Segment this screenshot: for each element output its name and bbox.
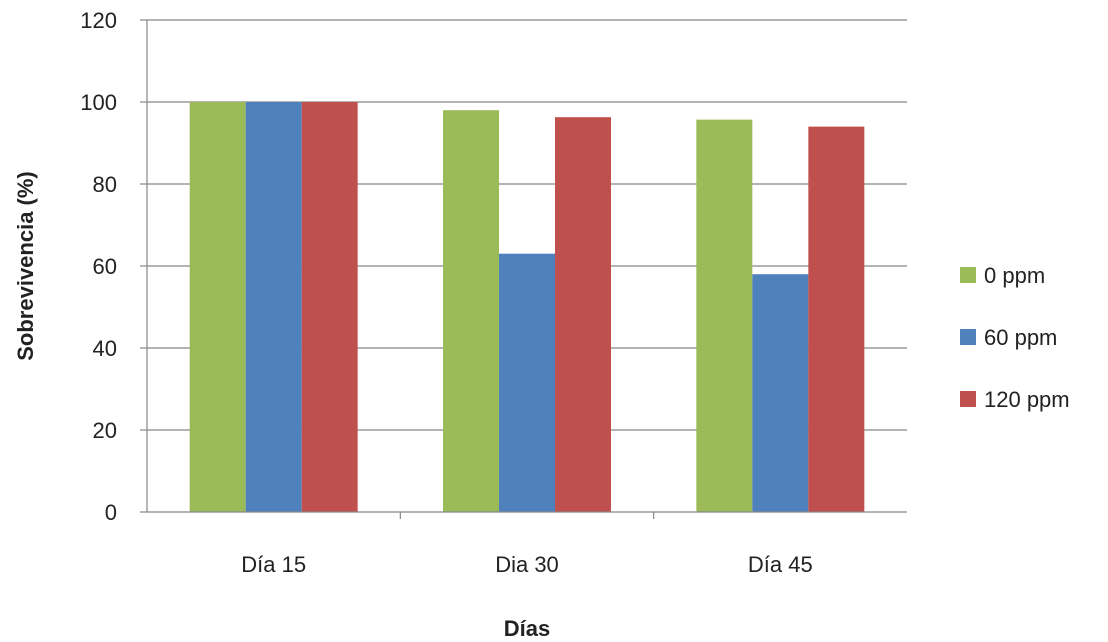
y-tick-label: 20 xyxy=(93,418,117,443)
bar-60-ppm-2 xyxy=(499,253,555,512)
legend-label: 0 ppm xyxy=(984,263,1045,288)
x-tick-label: Día 45 xyxy=(748,552,813,577)
legend-label: 120 ppm xyxy=(984,387,1070,412)
bar-120-ppm-3 xyxy=(808,126,865,512)
bar-60-ppm-3 xyxy=(752,274,809,512)
legend: 0 ppm 60 ppm 120 ppm xyxy=(960,263,1070,412)
bar-0-ppm-3 xyxy=(696,119,753,512)
bar-60-ppm-1 xyxy=(245,102,302,512)
bar-0-ppm-2 xyxy=(443,110,499,512)
x-axis-title: Días xyxy=(504,616,550,641)
x-tick-label: Día 15 xyxy=(241,552,306,577)
legend-swatch xyxy=(960,391,976,407)
x-tick-label: Dia 30 xyxy=(495,552,559,577)
bar-120-ppm-1 xyxy=(301,102,358,512)
y-tick-label: 100 xyxy=(80,90,117,115)
bar-120-ppm-2 xyxy=(555,117,611,513)
bars xyxy=(189,102,865,513)
legend-label: 60 ppm xyxy=(984,325,1057,350)
legend-swatch xyxy=(960,267,976,283)
axes xyxy=(140,19,907,519)
bar-0-ppm-1 xyxy=(189,102,246,512)
y-tick-label: 80 xyxy=(93,172,117,197)
y-tick-label: 120 xyxy=(80,8,117,33)
legend-swatch xyxy=(960,329,976,345)
y-tick-label: 0 xyxy=(105,500,117,525)
y-tick-label: 40 xyxy=(93,336,117,361)
y-tick-label: 60 xyxy=(93,254,117,279)
y-axis-title: Sobrevivencia (%) xyxy=(13,171,38,361)
tick-labels: 0 20 40 60 80 100 120 Día 15 Dia 30 Día 45 xyxy=(80,8,812,577)
